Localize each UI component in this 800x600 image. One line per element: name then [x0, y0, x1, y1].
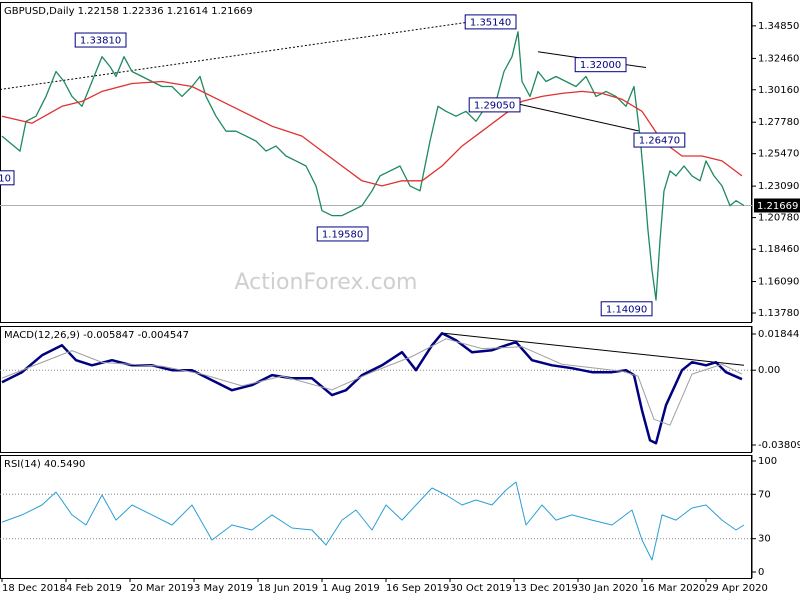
y-tick-label: 1.20780 [758, 213, 799, 224]
y-tick-label: 30 [758, 534, 771, 545]
annotation-label: 1.33810 [80, 36, 121, 47]
x-tick-label: 16 Mar 2020 [642, 583, 705, 594]
annotation-label: 10 [0, 173, 11, 184]
y-tick-label: 1.32460 [758, 53, 799, 64]
x-tick-label: 4 Feb 2019 [66, 583, 122, 594]
trendline [443, 332, 745, 366]
series-line [1, 80, 743, 187]
y-tick-label: 1.13780 [758, 308, 799, 319]
y-tick-label: 100 [758, 456, 777, 467]
annotation-label: 1.14090 [606, 304, 647, 315]
x-tick-label: 13 Dec 2019 [514, 583, 578, 594]
series-line [1, 31, 745, 301]
trendline [519, 103, 641, 132]
annotation-box [316, 226, 369, 242]
series-line [1, 338, 743, 426]
y-tick-label: 70 [758, 489, 771, 500]
y-tick-label: 1.23090 [758, 181, 799, 192]
annotation-box [574, 57, 627, 73]
y-tick-label: 0 [758, 567, 764, 578]
x-tick-label: 29 Apr 2020 [706, 583, 768, 594]
annotation-box [468, 97, 521, 113]
annotation-box [0, 170, 15, 186]
x-tick-label: 30 Jan 2020 [578, 583, 638, 594]
panel-title: GBPUSD,Daily 1.22158 1.22336 1.21614 1.2… [4, 6, 253, 17]
y-tick-label: 1.30160 [758, 85, 799, 96]
y-tick-label: 1.16090 [758, 277, 799, 288]
annotation-label: 1.26470 [639, 136, 680, 147]
trendline [0, 21, 471, 90]
y-tick-label: 0.00 [758, 365, 780, 376]
y-tick-label: 1.34850 [758, 21, 799, 32]
annotation-box [600, 301, 653, 317]
watermark: ActionForex.com [235, 270, 418, 295]
y-tick-label: 1.18460 [758, 244, 799, 255]
x-tick-label: 18 Dec 2018 [2, 583, 66, 594]
y-tick-label: 1.27780 [758, 117, 799, 128]
last-price-label: 1.21669 [757, 201, 798, 212]
y-tick-label: 1.25470 [758, 149, 799, 160]
last-price-box [754, 198, 800, 213]
x-tick-label: 20 Mar 2019 [130, 583, 193, 594]
series-line [1, 481, 745, 561]
y-tick-label: -0.038095 [758, 440, 800, 451]
x-tick-label: 30 Oct 2019 [450, 583, 512, 594]
annotation-box [464, 14, 517, 30]
panel-title: MACD(12,26,9) -0.005847 -0.004547 [4, 330, 189, 341]
annotation-box [74, 32, 127, 48]
x-tick-label: 1 Aug 2019 [322, 583, 380, 594]
x-tick-label: 16 Sep 2019 [386, 583, 449, 594]
panel-title: RSI(14) 40.5490 [4, 459, 85, 470]
x-tick-label: 3 May 2019 [194, 583, 253, 594]
annotation-box [633, 132, 686, 148]
annotation-label: 1.29050 [474, 100, 515, 111]
annotation-label: 1.19580 [322, 229, 363, 240]
y-tick-label: 0.018442 [758, 329, 800, 340]
annotation-label: 1.35140 [470, 17, 511, 28]
annotation-label: 1.32000 [580, 60, 621, 71]
x-tick-label: 18 Jun 2019 [258, 583, 318, 594]
